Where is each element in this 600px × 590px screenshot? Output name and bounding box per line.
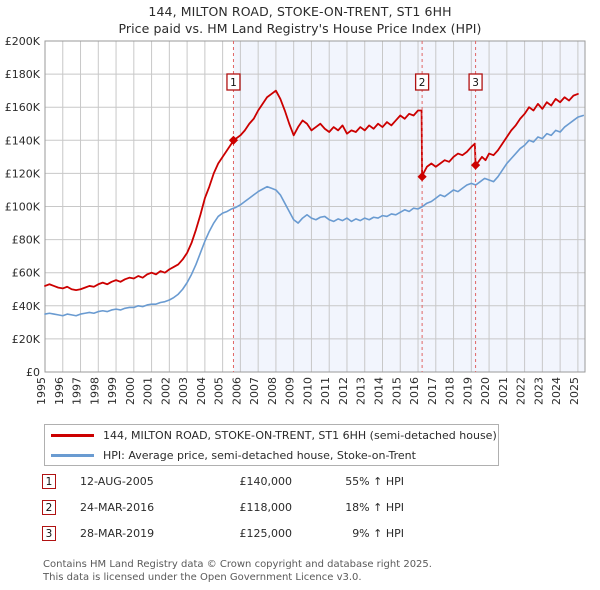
x-axis-tick-label: 2004	[195, 377, 208, 405]
x-axis-tick-label: 2019	[461, 377, 474, 405]
legend-swatch-hpi	[51, 453, 94, 457]
x-axis-tick-label: 2017	[426, 377, 439, 405]
transaction-price-3: £125,000	[239, 527, 293, 540]
x-axis-tick-label: 2008	[266, 377, 279, 405]
y-axis-tick-label: £20K	[12, 333, 41, 346]
transaction-badge-1: 1	[42, 474, 56, 489]
page-title: 144, MILTON ROAD, STOKE-ON-TRENT, ST1 6H…	[0, 3, 600, 37]
legend-label-hpi: HPI: Average price, semi-detached house,…	[103, 448, 416, 462]
sale-point-marker	[228, 135, 239, 145]
x-axis-tick-label: 1995	[35, 377, 48, 405]
x-axis-tick-label: 2011	[319, 377, 332, 405]
x-axis-tick-label: 2010	[301, 377, 314, 405]
transaction-hpi-3: 9% ↑ HPI	[352, 527, 404, 540]
x-axis-tick-label: 2018	[444, 377, 457, 405]
x-axis-tick-label: 2009	[284, 377, 297, 405]
y-axis-tick-label: £140K	[5, 134, 41, 147]
x-axis-tick-label: 2003	[177, 377, 190, 405]
y-axis-tick-label: £40K	[12, 300, 41, 313]
table-row: 3 28-MAR-2019 £125,000 9% ↑ HPI	[42, 525, 472, 551]
transaction-date-3: 28-MAR-2019	[80, 527, 155, 540]
sale-point-marker	[417, 172, 427, 182]
marker-badge-label: 2	[419, 77, 426, 89]
marker-badge-label: 3	[472, 77, 479, 89]
x-axis-tick-label: 1999	[106, 377, 119, 405]
x-axis-tick-label: 2012	[337, 377, 350, 405]
table-row: 1 12-AUG-2005 £140,000 55% ↑ HPI	[42, 473, 472, 499]
sale-point-marker	[470, 160, 481, 170]
hpi-average-line	[44, 114, 585, 317]
y-axis-tick-label: £200K	[5, 35, 41, 48]
copyright-footer: Contains HM Land Registry data © Crown c…	[43, 559, 563, 584]
chart-legend: 144, MILTON ROAD, STOKE-ON-TRENT, ST1 6H…	[44, 424, 499, 466]
footer-line-1: Contains HM Land Registry data © Crown c…	[43, 559, 432, 570]
x-axis-tick-label: 2006	[230, 377, 243, 405]
x-axis-tick-label: 2021	[497, 377, 510, 405]
transaction-badge-2: 2	[42, 500, 56, 515]
x-axis-tick-label: 2000	[124, 377, 137, 405]
footer-line-2: This data is licensed under the Open Gov…	[43, 571, 362, 583]
legend-item-hpi: HPI: Average price, semi-detached house,…	[45, 445, 498, 465]
marker-badge-label: 1	[230, 77, 237, 89]
x-axis-tick-label: 2007	[248, 377, 261, 405]
transaction-hpi-1: 55% ↑ HPI	[345, 475, 404, 488]
x-axis-tick-label: 2016	[408, 377, 421, 405]
x-axis-tick-label: 2002	[159, 377, 172, 405]
transaction-price-1: £140,000	[239, 475, 293, 488]
table-row: 2 24-MAR-2016 £118,000 18% ↑ HPI	[42, 499, 472, 525]
y-axis-tick-label: £100K	[5, 201, 41, 214]
x-axis-tick-label: 1998	[88, 377, 101, 405]
chart-plot: £0 £20K £40K £60K £80K £100K £120K £140K £160K £1…	[5, 35, 586, 405]
legend-swatch-property	[51, 433, 94, 437]
x-axis-tick-label: 2025	[568, 377, 581, 405]
property-price-line	[44, 89, 579, 291]
x-axis-tick-label: 2024	[550, 377, 563, 405]
transaction-hpi-2: 18% ↑ HPI	[345, 501, 404, 514]
title-line-2: Price paid vs. HM Land Registry's House …	[118, 21, 482, 36]
marker-badge-box	[468, 73, 483, 91]
x-axis-tick-label: 2015	[390, 377, 403, 405]
x-axis-tick-label: 1997	[71, 377, 84, 405]
transactions-table: 1 12-AUG-2005 £140,000 55% ↑ HPI 2 24-MA…	[42, 473, 472, 551]
y-axis-tick-label: £160K	[5, 101, 41, 114]
legend-item-property: 144, MILTON ROAD, STOKE-ON-TRENT, ST1 6H…	[45, 425, 498, 445]
legend-label-property: 144, MILTON ROAD, STOKE-ON-TRENT, ST1 6H…	[103, 428, 497, 442]
y-axis-tick-label: £120K	[5, 167, 41, 180]
x-axis-tick-label: 2013	[355, 377, 368, 405]
x-axis-tick-label: 2001	[142, 377, 155, 405]
x-axis-tick-label: 2023	[532, 377, 545, 405]
transaction-date-1: 12-AUG-2005	[80, 475, 154, 488]
y-axis-tick-label: £60K	[12, 267, 41, 280]
y-axis-tick-label: £180K	[5, 68, 41, 81]
title-line-1: 144, MILTON ROAD, STOKE-ON-TRENT, ST1 6H…	[148, 4, 452, 19]
x-axis-tick-label: 2005	[213, 377, 226, 405]
x-axis-tick-label: 2020	[479, 377, 492, 405]
marker-badge-box	[226, 73, 241, 91]
x-axis-tick-label: 2022	[515, 377, 528, 405]
transaction-badge-3: 3	[42, 526, 56, 541]
transaction-date-2: 24-MAR-2016	[80, 501, 155, 514]
plot-frame	[44, 40, 586, 373]
y-axis-tick-label: £80K	[12, 234, 41, 247]
y-axis-tick-label: £0	[26, 366, 40, 379]
transaction-price-2: £118,000	[239, 501, 293, 514]
x-axis-tick-label: 2014	[373, 377, 386, 405]
marker-badge-box	[414, 73, 430, 91]
x-axis-tick-label: 1996	[53, 377, 66, 405]
